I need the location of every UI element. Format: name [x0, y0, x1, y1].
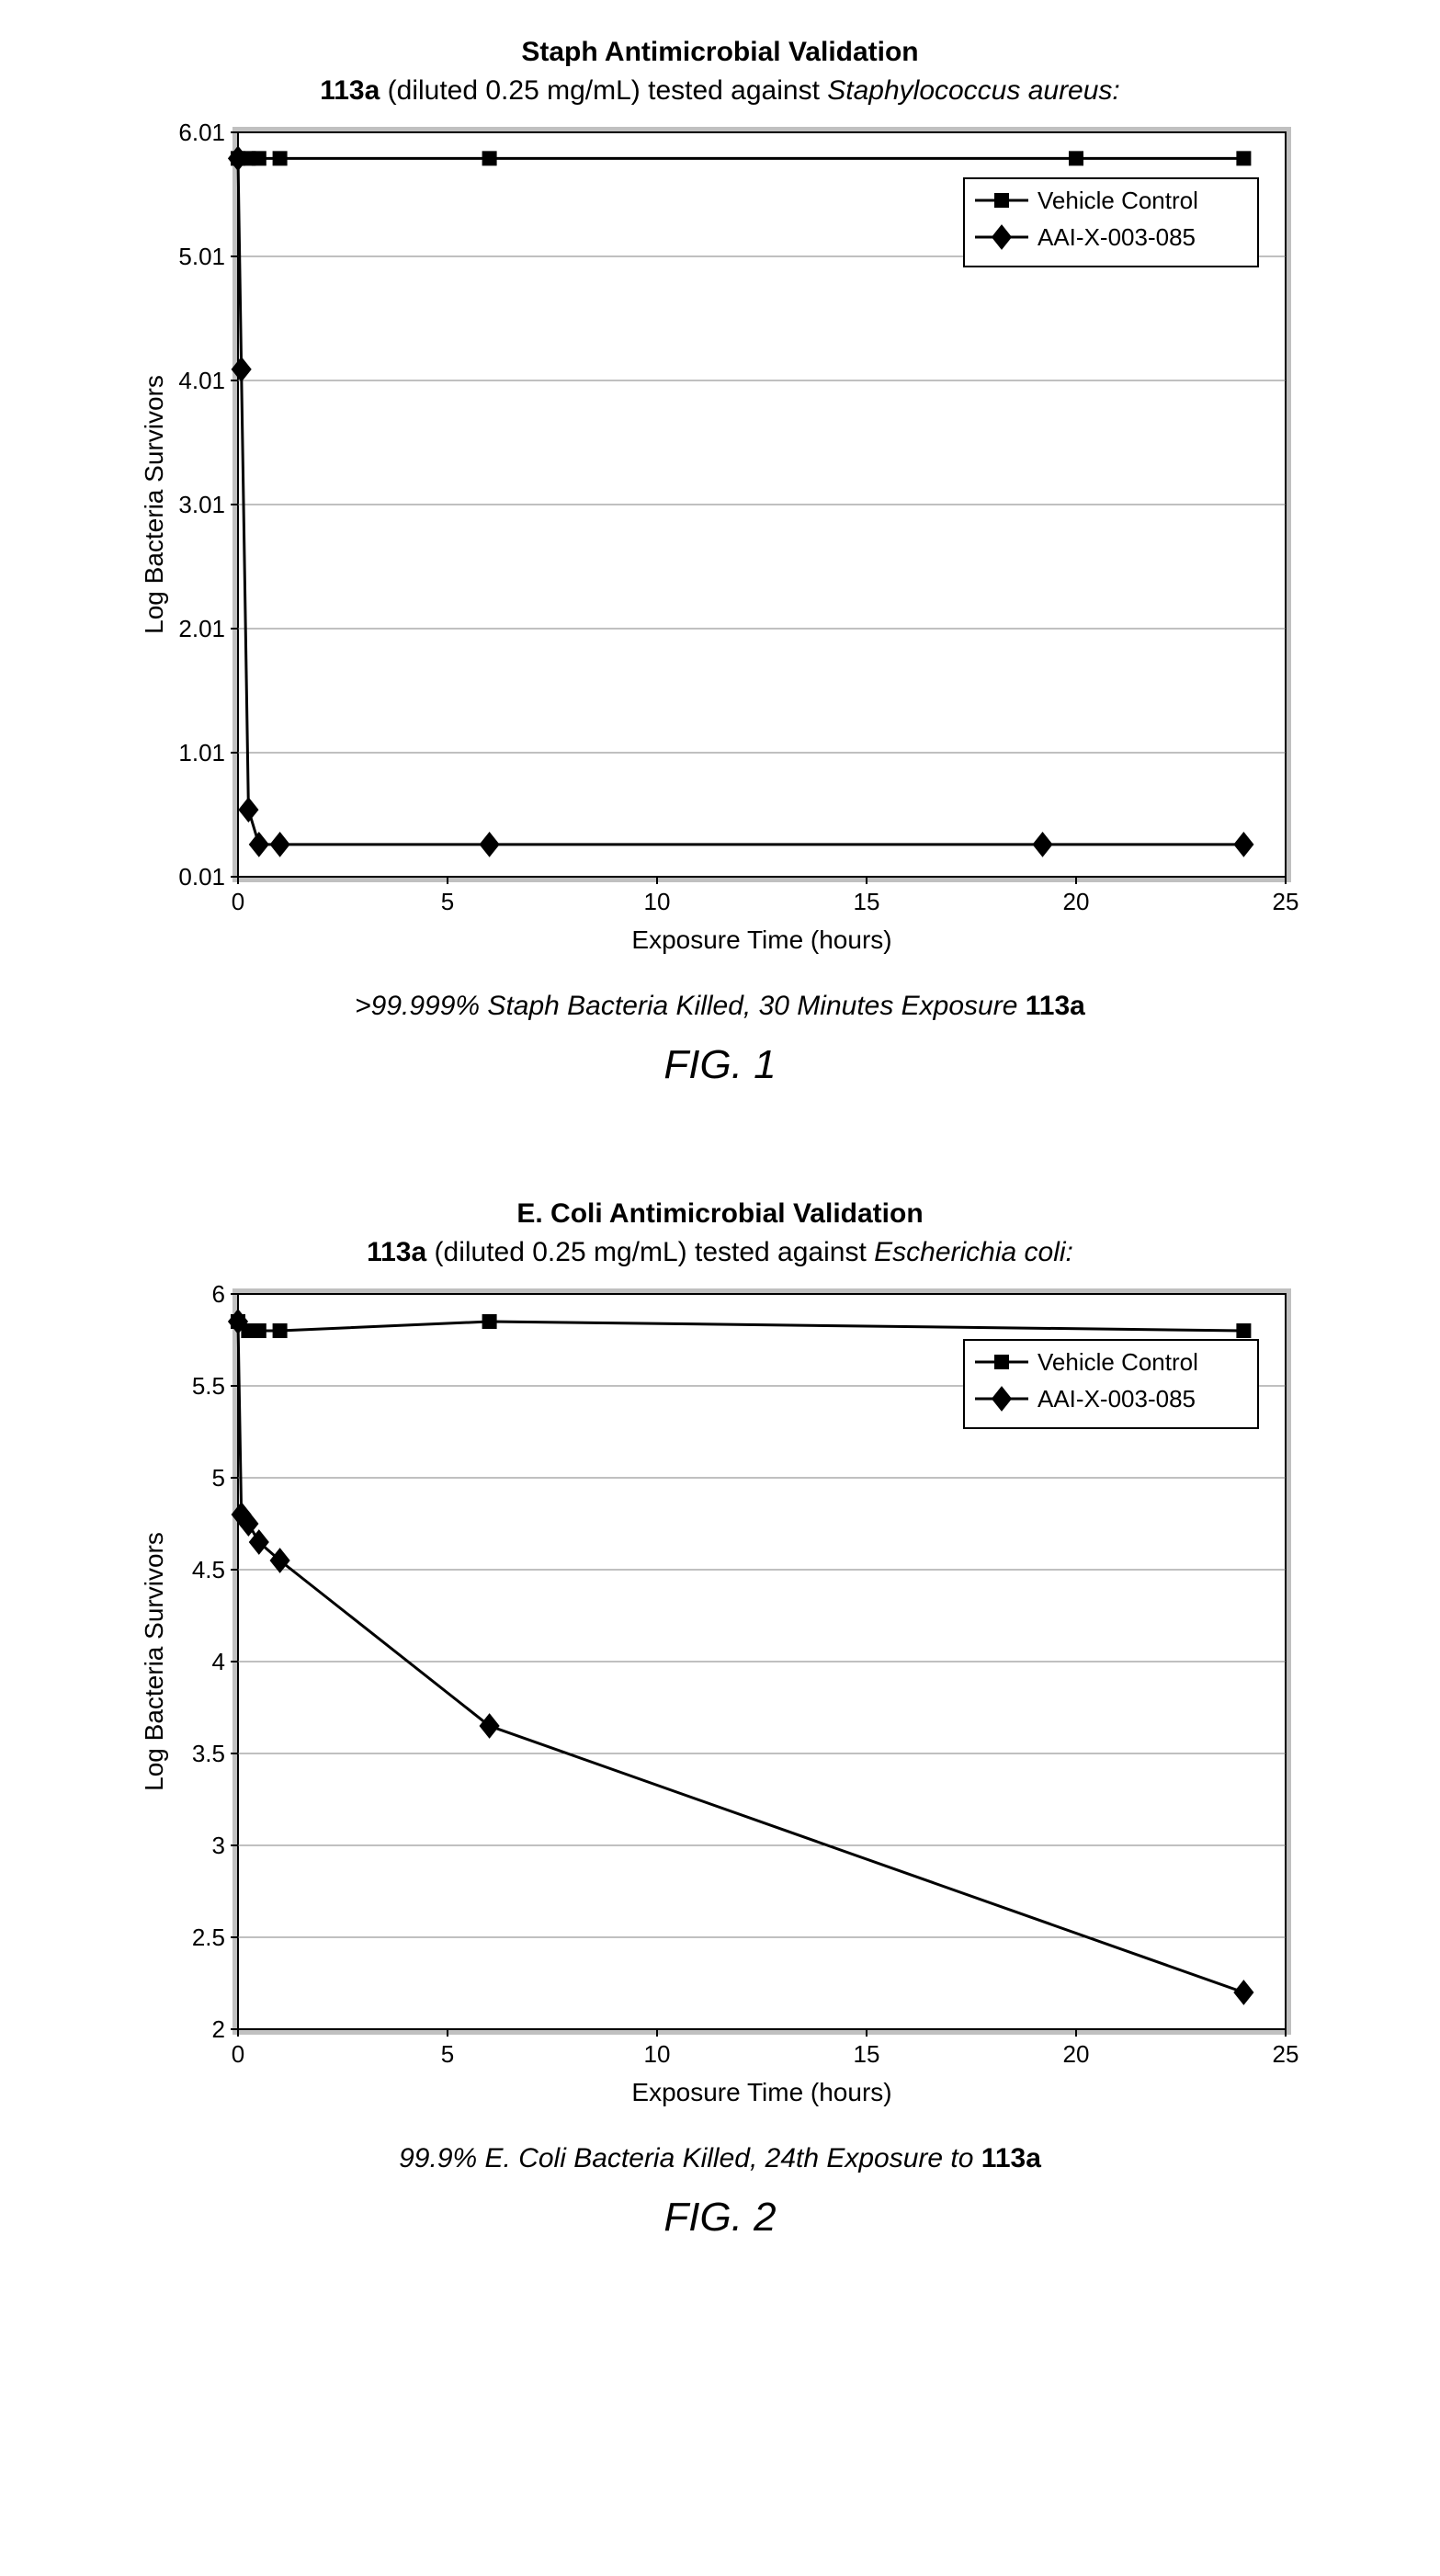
- svg-text:5: 5: [211, 1464, 224, 1492]
- svg-text:0: 0: [231, 2040, 244, 2068]
- figure-2: E. Coli Antimicrobial Validation 113a (d…: [123, 1198, 1318, 2241]
- svg-text:1.01: 1.01: [178, 739, 225, 766]
- x-axis-label: Exposure Time (hours): [631, 2078, 891, 2106]
- x-axis-label: Exposure Time (hours): [631, 925, 891, 954]
- fig1-chart: 0.01 1.01 2.01 3.01 4.01 5.01 6.01 0 5 10 15 20 25 Ex…: [137, 123, 1304, 978]
- svg-text:5.5: 5.5: [191, 1372, 224, 1400]
- svg-text:20: 20: [1062, 2040, 1089, 2068]
- svg-text:15: 15: [853, 888, 879, 915]
- svg-text:20: 20: [1062, 888, 1089, 915]
- fig2-subtitle-bold: 113a: [367, 1237, 426, 1267]
- svg-text:10: 10: [643, 2040, 670, 2068]
- svg-text:0.01: 0.01: [178, 863, 225, 891]
- svg-text:4.5: 4.5: [191, 1556, 224, 1583]
- figure-1: Staph Antimicrobial Validation 113a (dil…: [123, 37, 1318, 1088]
- y-axis-label: Log Bacteria Survivors: [140, 375, 168, 634]
- legend-label: AAI-X-003-085: [1037, 223, 1196, 251]
- svg-text:4: 4: [211, 1648, 224, 1675]
- fig1-caption: >99.999% Staph Bacteria Killed, 30 Minut…: [123, 991, 1318, 1022]
- svg-text:3: 3: [211, 1832, 224, 1859]
- fig1-caption-text: >99.999% Staph Bacteria Killed, 30 Minut…: [355, 991, 1026, 1021]
- svg-text:5: 5: [440, 2040, 453, 2068]
- svg-text:2.01: 2.01: [178, 615, 225, 642]
- fig2-caption-text: 99.9% E. Coli Bacteria Killed, 24th Expo…: [399, 2143, 981, 2173]
- chart-svg: 2 2.5 3 3.5 4 4.5 5 5.5 6 0 5 10 15 20 25 Exposure Time…: [137, 1285, 1304, 2130]
- svg-text:2.5: 2.5: [191, 1923, 224, 1951]
- svg-text:4.01: 4.01: [178, 367, 225, 394]
- fig2-label: FIG. 2: [123, 2195, 1318, 2241]
- svg-text:15: 15: [853, 2040, 879, 2068]
- fig2-caption-bold: 113a: [981, 2143, 1041, 2173]
- legend-label: AAI-X-003-085: [1037, 1385, 1196, 1413]
- fig2-chart: 2 2.5 3 3.5 4 4.5 5 5.5 6 0 5 10 15 20 25 Exposure Time…: [137, 1285, 1304, 2130]
- fig2-caption: 99.9% E. Coli Bacteria Killed, 24th Expo…: [123, 2143, 1318, 2174]
- svg-text:5: 5: [440, 888, 453, 915]
- fig1-label: FIG. 1: [123, 1042, 1318, 1088]
- fig1-subtitle-mid: (diluted 0.25 mg/mL) tested against: [380, 75, 827, 106]
- fig1-title: Staph Antimicrobial Validation: [123, 37, 1318, 68]
- svg-text:6: 6: [211, 1285, 224, 1308]
- svg-text:10: 10: [643, 888, 670, 915]
- svg-text:25: 25: [1272, 888, 1298, 915]
- svg-text:6.01: 6.01: [178, 123, 225, 146]
- legend-label: Vehicle Control: [1037, 187, 1198, 214]
- fig1-subtitle-italic: Staphylococcus aureus:: [827, 75, 1120, 106]
- svg-text:5.01: 5.01: [178, 243, 225, 270]
- fig1-subtitle: 113a (diluted 0.25 mg/mL) tested against…: [123, 75, 1318, 107]
- chart-svg: 0.01 1.01 2.01 3.01 4.01 5.01 6.01 0 5 10 15 20 25 Ex…: [137, 123, 1304, 978]
- svg-text:0: 0: [231, 888, 244, 915]
- fig2-title: E. Coli Antimicrobial Validation: [123, 1198, 1318, 1230]
- fig2-subtitle-mid: (diluted 0.25 mg/mL) tested against: [426, 1237, 874, 1267]
- fig2-subtitle: 113a (diluted 0.25 mg/mL) tested against…: [123, 1237, 1318, 1268]
- svg-text:3.01: 3.01: [178, 491, 225, 518]
- fig1-subtitle-bold: 113a: [320, 75, 380, 106]
- svg-text:25: 25: [1272, 2040, 1298, 2068]
- y-axis-label: Log Bacteria Survivors: [140, 1532, 168, 1791]
- fig2-subtitle-italic: Escherichia coli:: [874, 1237, 1073, 1267]
- legend-label: Vehicle Control: [1037, 1348, 1198, 1376]
- svg-text:2: 2: [211, 2015, 224, 2043]
- svg-text:3.5: 3.5: [191, 1740, 224, 1767]
- fig1-caption-bold: 113a: [1026, 991, 1085, 1021]
